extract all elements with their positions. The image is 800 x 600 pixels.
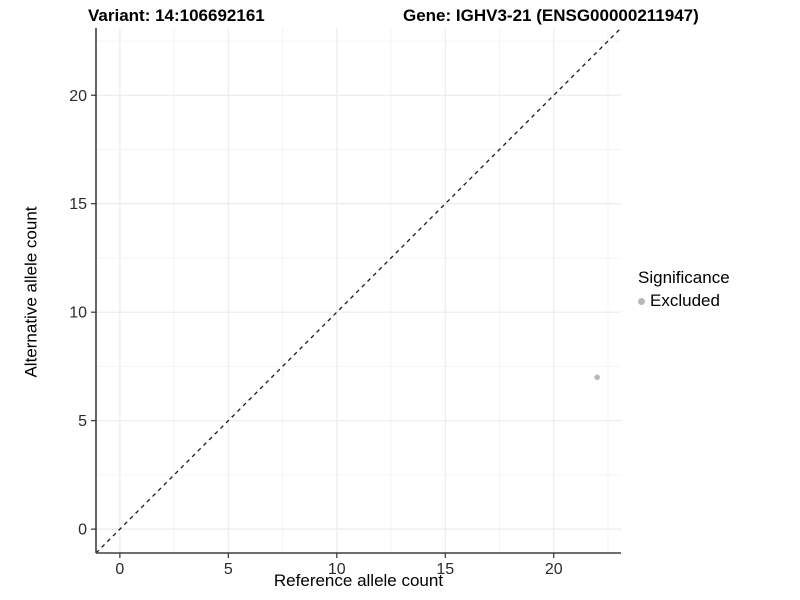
x-axis-title: Reference allele count [273,571,444,590]
data-point [594,374,600,381]
legend-title: Significance [638,268,730,287]
legend-item-excluded: Excluded [638,291,730,311]
plot-title-gene: Gene: IGHV3-21 (ENSG00000211947) [403,6,699,25]
y-tick-label: 15 [69,196,87,213]
legend-item-label: Excluded [650,291,720,310]
plot-title-variant: Variant: 14:106692161 [88,6,265,25]
y-tick-label: 0 [78,522,87,539]
legend-point-icon [638,297,645,305]
identity-reference-line [95,27,622,554]
y-tick-label: 5 [78,413,87,430]
x-tick-label: 5 [224,561,233,578]
y-tick-label: 10 [69,305,87,322]
x-tick-label: 10 [328,561,346,578]
legend: Significance Excluded [638,268,730,311]
x-tick-label: 0 [115,561,124,578]
y-tick-label: 20 [69,88,87,105]
x-tick-label: 20 [545,561,563,578]
x-tick-label: 15 [436,561,454,578]
